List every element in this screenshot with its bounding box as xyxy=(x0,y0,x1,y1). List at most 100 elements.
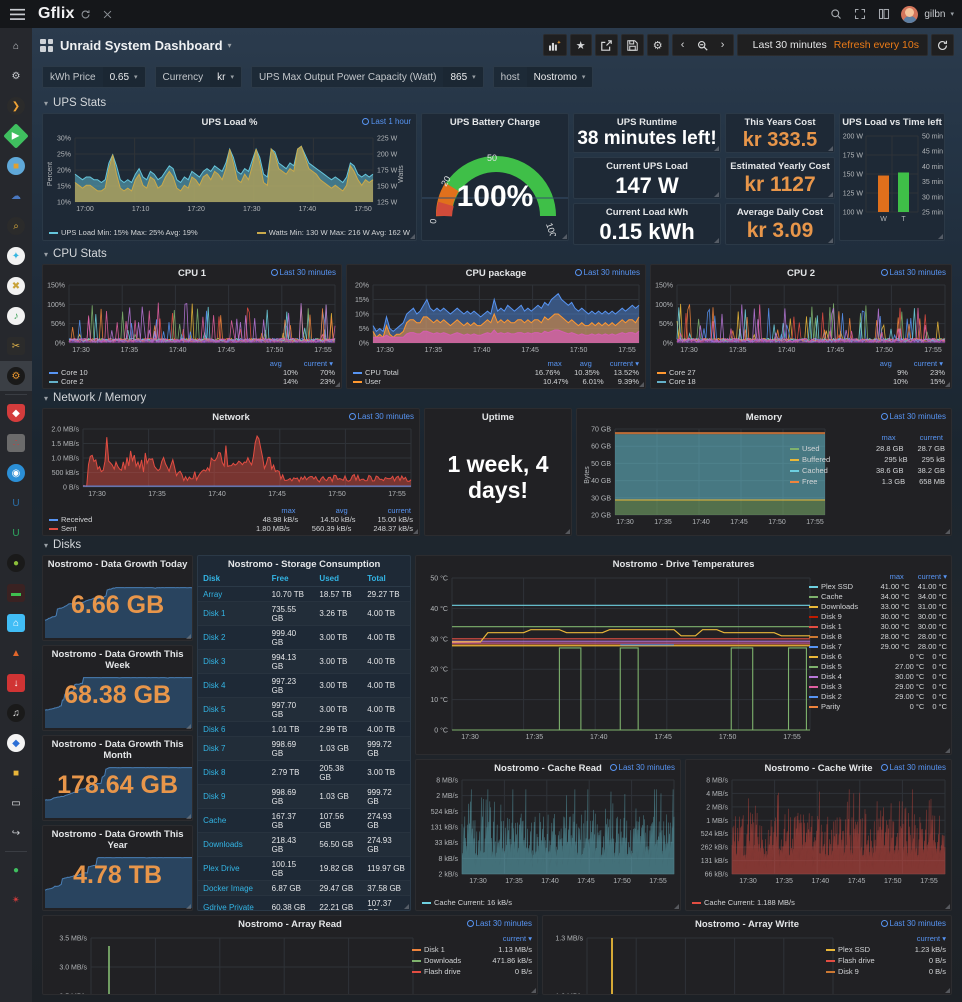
refresh-button[interactable] xyxy=(931,34,954,56)
panel-resize-handle[interactable] xyxy=(827,145,833,151)
panel-resize-handle[interactable] xyxy=(944,903,950,909)
row-header-network-memory[interactable]: ▾ Network / Memory xyxy=(32,389,962,408)
legend-item[interactable]: Disk 5 27.00 °C 0 °C xyxy=(809,662,947,671)
legend-item[interactable]: Disk 1 30.00 °C 30.00 °C xyxy=(809,622,947,631)
panel-drive-temperatures[interactable]: Nostromo - Drive Temperatures 0 °C 10 °C 2… xyxy=(415,555,952,755)
table-row[interactable]: Downloads 218.43 GB 56.50 GB 274.93 GB xyxy=(198,832,410,857)
rail-item-radarr[interactable]: ✦ xyxy=(0,241,32,271)
gear-button[interactable]: ⚙ xyxy=(646,34,669,56)
rail-item-search-media[interactable]: ⌕ xyxy=(0,211,32,241)
rail-item-deluge[interactable]: ◉ xyxy=(0,458,32,488)
table-col-disk[interactable]: Disk xyxy=(198,571,267,587)
panel-resize-handle[interactable] xyxy=(944,747,950,753)
rail-item-lidarr[interactable]: ♪ xyxy=(0,301,32,331)
rail-item-jdownloader[interactable]: ↓ xyxy=(0,668,32,698)
panel-resize-handle[interactable] xyxy=(185,903,192,909)
panel-resize-handle[interactable] xyxy=(827,191,833,197)
row-header-ups[interactable]: ▾ UPS Stats xyxy=(32,94,962,113)
panel-memory[interactable]: Memory Last 30 minutes 20 GB 30 GB 40 GB 50… xyxy=(576,408,952,536)
table-row[interactable]: Disk 1 735.55 GB 3.26 TB 4.00 TB xyxy=(198,601,410,626)
panel-current-ups-load[interactable]: Current UPS Load 147 W xyxy=(573,157,721,199)
panel-cache-write[interactable]: Nostromo - Cache Write Last 30 minutes 6… xyxy=(685,759,952,911)
variable-value[interactable]: Nostromo ▾ xyxy=(533,71,586,83)
panel-cpu-package[interactable]: CPU package Last 30 minutes 0% 5% 10% 15% 20… xyxy=(346,264,646,389)
table-row[interactable]: Disk 8 2.79 TB 205.38 GB 3.00 TB xyxy=(198,760,410,785)
panel-uptime[interactable]: Uptime 1 week, 4 days! xyxy=(424,408,572,536)
panel-resize-handle[interactable] xyxy=(944,528,950,534)
panel-resize-handle[interactable] xyxy=(944,987,950,993)
panel-ups-load[interactable]: UPS Load % Last 1 hour 10% 15% 20% 25% 30% 12… xyxy=(42,113,417,241)
rail-item-nextcloud[interactable]: ☁ xyxy=(0,181,32,211)
rail-item-shield-security[interactable]: ◆ xyxy=(0,398,32,428)
menu-icon[interactable] xyxy=(0,0,34,28)
share-button[interactable] xyxy=(594,34,618,56)
panel-ups-runtime[interactable]: UPS Runtime 38 minutes left! xyxy=(573,113,721,153)
table-col-total[interactable]: Total xyxy=(362,571,410,587)
rail-item-bookstack[interactable]: ▭ xyxy=(0,788,32,818)
panel-growth-year[interactable]: Nostromo - Data Growth This Year 4.78 TB xyxy=(42,825,194,911)
fullscreen-icon[interactable] xyxy=(849,0,871,28)
panel-resize-handle[interactable] xyxy=(713,145,719,151)
rail-item-sonarr[interactable]: ✖ xyxy=(0,271,32,301)
variable-value[interactable]: 865 ▾ xyxy=(450,71,476,83)
star-button[interactable]: ★ xyxy=(569,34,592,56)
save-button[interactable] xyxy=(620,34,644,56)
rail-item-tautulli[interactable]: ■ xyxy=(0,151,32,181)
rail-item-sqlite[interactable]: ■ xyxy=(0,758,32,788)
rail-item-unraid[interactable]: ❯ xyxy=(0,91,32,121)
table-row[interactable]: Disk 7 998.69 GB 1.03 GB 999.72 GB xyxy=(198,736,410,761)
search-icon[interactable] xyxy=(825,0,847,28)
panel-resize-handle[interactable] xyxy=(409,233,415,239)
panel-cpu1[interactable]: CPU 1 Last 30 minutes 0% 50% 100% 150% 17:30… xyxy=(42,264,342,389)
panel-resize-handle[interactable] xyxy=(564,528,570,534)
panel-average-daily-cost[interactable]: Average Daily Cost kr 3.09 xyxy=(725,203,835,245)
rail-item-nzbget[interactable]: U xyxy=(0,488,32,518)
table-row[interactable]: Disk 2 999.40 GB 3.00 TB 4.00 TB xyxy=(198,625,410,650)
legend-item[interactable]: Downloads 33.00 °C 31.00 °C xyxy=(809,602,947,611)
panel-resize-handle[interactable] xyxy=(334,381,340,387)
rail-item-github[interactable]: ● xyxy=(0,855,32,885)
row-header-disks[interactable]: ▾ Disks xyxy=(32,536,962,555)
panel-cpu2[interactable]: CPU 2 Last 30 minutes 0% 50% 100% 150% 17:30… xyxy=(650,264,952,389)
rail-item-guacamole[interactable]: ▬ xyxy=(0,578,32,608)
rail-item-logout[interactable]: ↪ xyxy=(0,818,32,848)
table-row[interactable]: Disk 6 1.01 TB 2.99 TB 4.00 TB xyxy=(198,721,410,737)
rail-item-prowlarr[interactable]: ⚙ xyxy=(0,361,32,391)
panel-resize-handle[interactable] xyxy=(937,233,943,239)
rail-item-mealie[interactable]: ● xyxy=(0,548,32,578)
library-icon[interactable] xyxy=(873,0,895,28)
panel-network[interactable]: Network Last 30 minutes 0 B/s 500 kB/s 1.0… xyxy=(42,408,420,536)
variable-value[interactable]: kr ▾ xyxy=(217,71,234,83)
panel-this-years-cost[interactable]: This Years Cost kr 333.5 xyxy=(725,113,835,153)
panel-array-write[interactable]: Nostromo - Array Write Last 30 minutes 1… xyxy=(542,915,952,995)
panel-resize-handle[interactable] xyxy=(713,237,719,243)
variable-ups-max-output-power-capacity-watt[interactable]: UPS Max Output Power Capacity (Watt) 865 ▾ xyxy=(250,66,484,88)
table-row[interactable]: Disk 4 997.23 GB 3.00 TB 4.00 TB xyxy=(198,673,410,698)
panel-estimated-yearly-cost[interactable]: Estimated Yearly Cost kr 1127 xyxy=(725,157,835,199)
panel-resize-handle[interactable] xyxy=(673,903,679,909)
legend-item[interactable]: Disk 2 29.00 °C 0 °C xyxy=(809,692,947,701)
panel-growth-today[interactable]: Nostromo - Data Growth Today 6.66 GB xyxy=(42,555,194,641)
rail-item-home[interactable]: ⌂ xyxy=(0,31,32,61)
rail-item-plex[interactable]: ▶ xyxy=(0,121,32,151)
panel-array-read[interactable]: Nostromo - Array Read Last 30 minutes 2.… xyxy=(42,915,538,995)
table-row[interactable]: Plex Drive 100.15 GB 19.82 GB 119.97 GB xyxy=(198,856,410,881)
panel-current-load-kwh[interactable]: Current Load kWh 0.15 kWh xyxy=(573,203,721,245)
rail-item-influxdb[interactable]: ◆ xyxy=(0,728,32,758)
variable-currency[interactable]: Currency kr ▾ xyxy=(154,66,242,88)
panel-ups-load-vs-time[interactable]: UPS Load vs Time left 100 W 125 W 150 W 175… xyxy=(839,113,945,241)
rail-item-lifebuoy[interactable]: ✴ xyxy=(0,885,32,915)
legend-item[interactable]: Cache 34.00 °C 34.00 °C xyxy=(809,592,947,601)
panel-resize-handle[interactable] xyxy=(561,233,567,239)
panel-resize-handle[interactable] xyxy=(944,381,950,387)
reload-icon[interactable] xyxy=(75,0,97,28)
panel-resize-handle[interactable] xyxy=(412,528,418,534)
table-row[interactable]: Cache 167.37 GB 107.56 GB 274.93 GB xyxy=(198,808,410,833)
table-row[interactable]: Docker Image 6.87 GB 29.47 GB 37.58 GB xyxy=(198,880,410,896)
rail-item-settings[interactable]: ⚙ xyxy=(0,61,32,91)
chevron-down-icon[interactable]: ▾ xyxy=(950,11,954,18)
table-row[interactable]: Disk 5 997.70 GB 3.00 TB 4.00 TB xyxy=(198,697,410,722)
table-row[interactable]: Array 10.70 TB 18.57 TB 29.27 TB xyxy=(198,586,410,602)
rail-item-gitlab[interactable]: ▲ xyxy=(0,638,32,668)
